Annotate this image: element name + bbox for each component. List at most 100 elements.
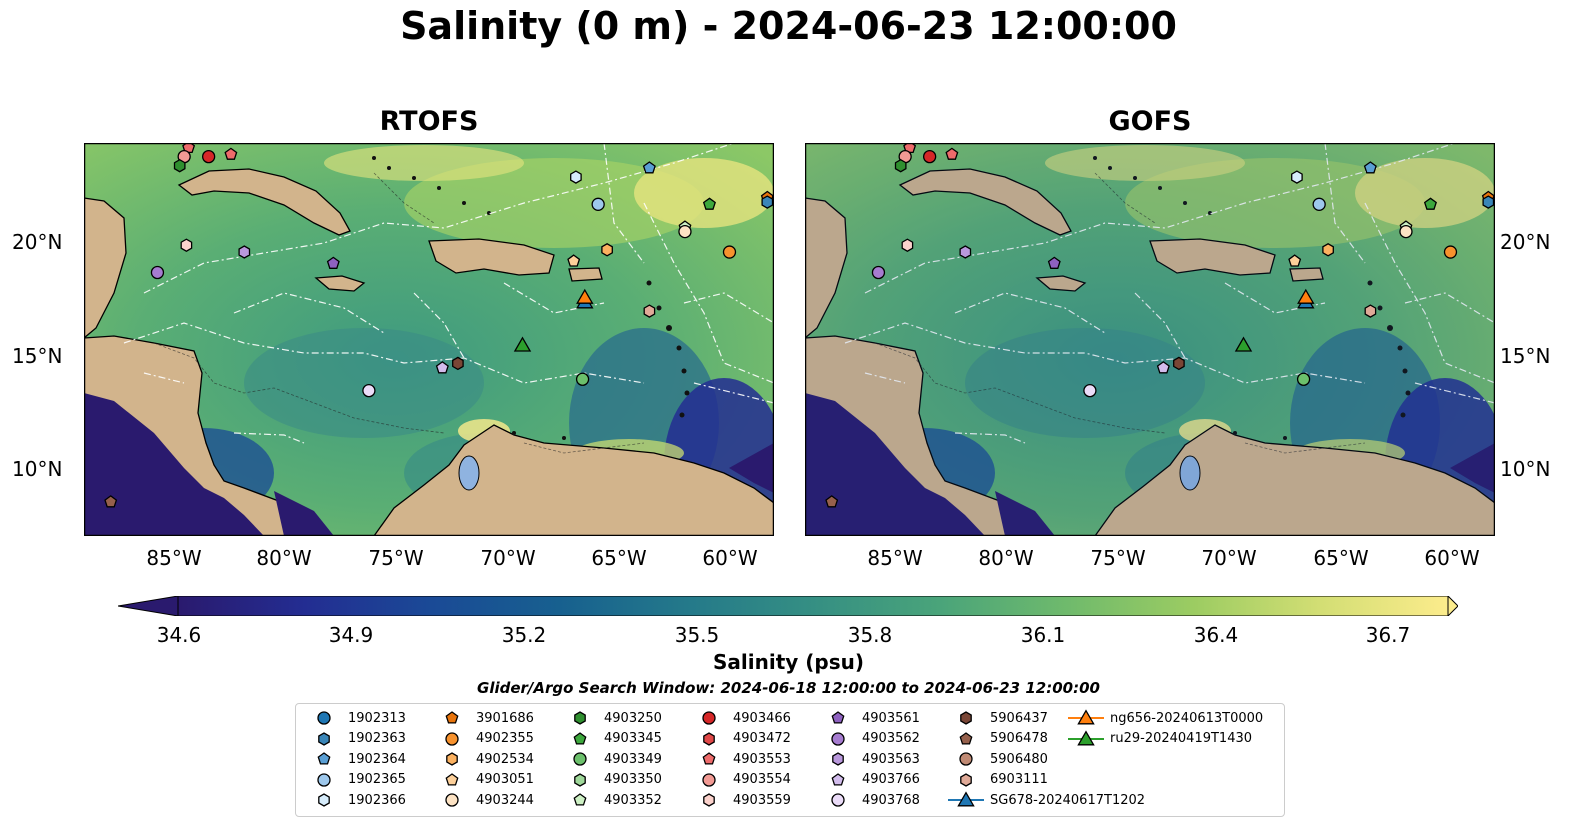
legend-item: 5906480: [946, 749, 1048, 769]
legend-circle-icon: [445, 793, 459, 807]
legend-item: 4903559: [689, 790, 791, 810]
float-marker-1902363: [761, 195, 774, 209]
float-marker-4903561: [326, 256, 340, 269]
lat-label-15n: 15°N: [12, 344, 63, 368]
float-marker-4903766: [435, 361, 449, 374]
float-marker-4903051: [1288, 254, 1302, 267]
legend-item: 1902364: [304, 749, 406, 769]
float-marker-4903244: [678, 224, 692, 239]
legend-label: 4903768: [862, 792, 920, 808]
legend-circle-icon: [445, 731, 459, 746]
legend-pentagon-icon: [702, 752, 716, 765]
float-marker-4902355: [722, 245, 737, 259]
float-marker-5906478: [104, 495, 118, 508]
colorbar-tick: 36.1: [1020, 623, 1066, 647]
legend-label: 4903466: [733, 710, 791, 726]
lat-label-10n: 10°N: [12, 457, 63, 481]
lon-label-65w: 65°W: [591, 546, 647, 570]
legend-label: 4903472: [733, 731, 791, 746]
legend-item: 4903352: [560, 790, 662, 810]
float-marker-4903563: [238, 245, 251, 259]
panel-title-gofs: GOFS: [1108, 106, 1192, 137]
float-marker-4903562: [150, 265, 165, 280]
legend-label: 4903352: [604, 792, 662, 808]
legend-item: 3901686: [432, 708, 534, 728]
legend-label: 1902363: [348, 731, 406, 746]
legend-label: 4903559: [733, 792, 791, 808]
legend-pentagon-icon: [831, 711, 845, 724]
lat-label-10n: 10°N: [1500, 457, 1551, 481]
float-marker-5906437: [1173, 356, 1185, 371]
lon-label-75w: 75°W: [368, 546, 424, 570]
colorbar-tick: 35.2: [501, 623, 547, 647]
legend-label: 1902313: [348, 710, 406, 726]
legend-label: 5906478: [990, 731, 1048, 746]
colorbar-tick: 36.7: [1365, 623, 1411, 647]
lat-label-15n: 15°N: [1500, 344, 1551, 368]
float-marker-4902355: [1443, 245, 1458, 259]
legend-item: 4903561: [818, 708, 920, 728]
legend-circle-icon: [317, 711, 331, 725]
legend-item: 4903350: [560, 770, 662, 790]
legend: 1902313 1902363 1902364 1902365 1902366 39016…: [295, 703, 1285, 817]
legend-hexagon-icon: [574, 711, 586, 725]
legend-label: 5906437: [990, 710, 1048, 726]
legend-label: 4903553: [733, 751, 791, 767]
lon-label-75w: 75°W: [1090, 546, 1146, 570]
float-marker-1902365: [591, 197, 605, 211]
legend-pentagon-icon: [573, 731, 587, 745]
legend-item: 4903345: [560, 729, 662, 749]
colorbar-tick: 35.8: [847, 623, 893, 647]
colorbar-tick: 35.5: [674, 623, 720, 647]
float-marker-4903562: [871, 265, 886, 280]
legend-item: ng656-20240613T0000: [1066, 708, 1263, 728]
legend-label: ru29-20240419T1430: [1110, 731, 1253, 746]
float-marker-1902364: [1363, 161, 1377, 174]
legend-item: 4902534: [432, 749, 534, 769]
float-marker-4902534: [601, 243, 613, 257]
legend-circle-icon: [573, 752, 587, 766]
legend-label: 4903563: [862, 751, 920, 767]
legend-label: 4902355: [476, 731, 534, 746]
legend-item: 4903554: [689, 770, 791, 790]
legend-item: 4903051: [432, 770, 534, 790]
legend-hexagon-icon: [703, 731, 715, 746]
float-marker-6903111: [643, 304, 656, 318]
float-marker-1902366: [570, 170, 582, 184]
legend-item: 1902366: [304, 790, 406, 810]
legend-hexagon-icon: [318, 793, 330, 807]
legend-item: 4903250: [560, 708, 662, 728]
legend-label: 1902365: [348, 772, 406, 787]
float-marker-4903559: [901, 238, 914, 252]
legend-label: 6903111: [990, 772, 1048, 787]
legend-triangle-icon: [1068, 709, 1104, 725]
marker-layer-rtofs: [104, 143, 774, 508]
legend-label: 4903244: [476, 792, 534, 808]
legend-circle-icon: [317, 772, 331, 787]
legend-hexagon-icon: [318, 731, 330, 746]
glider-marker-ru29-20240419T1430: [1234, 336, 1253, 352]
legend-item: 4903466: [689, 708, 791, 728]
legend-label: 4903554: [733, 772, 791, 787]
colorbar-label: Salinity (psu): [712, 650, 864, 674]
legend-label: 1902364: [348, 751, 406, 767]
colorbar-tick: 34.6: [156, 623, 202, 647]
legend-label: 4903349: [604, 751, 662, 767]
legend-hexagon-icon: [960, 711, 972, 725]
legend-hexagon-icon: [446, 752, 458, 766]
legend-item: 5906437: [946, 708, 1048, 728]
legend-item: 4903553: [689, 749, 791, 769]
search-window-text: Glider/Argo Search Window: 2024-06-18 12…: [477, 679, 1100, 697]
lat-label-20n: 20°N: [1500, 230, 1551, 254]
colorbar-tick: 36.4: [1193, 623, 1239, 647]
panel-title-rtofs: RTOFS: [379, 106, 479, 137]
legend-item: ru29-20240419T1430: [1066, 729, 1252, 749]
legend-triangle-icon: [948, 791, 984, 807]
float-marker-4903345: [1423, 197, 1437, 210]
legend-item: 4902355: [432, 729, 534, 749]
legend-item: 4903349: [560, 749, 662, 769]
glider-marker-ng656-20240613T0000: [1297, 288, 1315, 304]
lon-label-85w: 85°W: [146, 546, 202, 570]
legend-triangle-icon: [1068, 729, 1104, 745]
legend-item: SG678-20240617T1202: [946, 790, 1145, 810]
